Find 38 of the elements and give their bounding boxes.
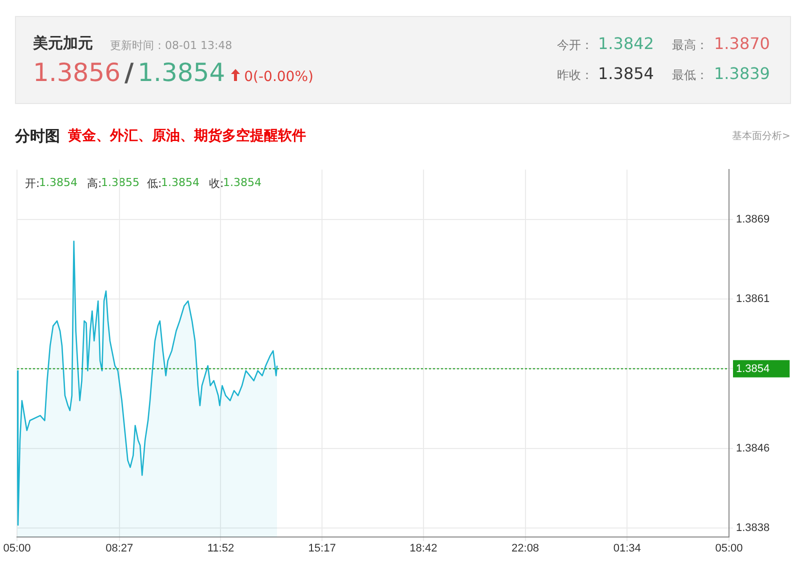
y-tick-label: 1.3869	[736, 213, 770, 226]
text: 1.3854	[598, 64, 654, 83]
text: 黄金、外汇、原油、期货多空提醒软件	[68, 127, 306, 145]
x-tick-label: 18:42	[410, 542, 438, 555]
annotation: 收:	[209, 176, 224, 191]
x-tick-label: 05:00	[3, 542, 31, 555]
text: 1.3839	[714, 64, 770, 83]
chart-subtitle: 更新时间：08-01 13:48	[110, 38, 232, 53]
x-tick-label: 08:27	[106, 542, 134, 555]
annotation: 1.3854	[39, 176, 78, 189]
annotation: 1.3854	[161, 176, 200, 189]
x-tick-label: 15:17	[308, 542, 336, 555]
text: 1.3870	[714, 34, 770, 53]
text: /	[124, 58, 134, 87]
y-tick-label: 1.3838	[736, 522, 770, 534]
y-tick-label: 1.3854	[736, 362, 770, 375]
x-tick-label: 11:52	[207, 542, 234, 555]
annotation: 高:	[87, 176, 102, 191]
text: 0(-0.00%)	[244, 69, 314, 85]
text: 昨收：	[557, 67, 593, 84]
text: 今开：	[557, 37, 593, 54]
x-tick-label: 05:00	[715, 542, 743, 555]
chart-title: 美元加元	[33, 34, 93, 53]
text: 1.3854	[138, 58, 226, 87]
text: 最高：	[672, 37, 708, 54]
x-tick-label: 01:34	[613, 542, 641, 555]
text: 基本面分析>	[732, 130, 790, 143]
annotation: 1.3855	[101, 176, 140, 189]
text: 最低：	[672, 67, 708, 84]
annotation: 低:	[147, 176, 162, 191]
annotation: 开:	[25, 176, 40, 191]
annotation: 1.3854	[223, 176, 262, 189]
x-tick-label: 22:08	[512, 542, 540, 555]
text: 1.3856	[33, 58, 120, 87]
y-tick-label: 1.3846	[736, 442, 770, 454]
text: 1.3842	[598, 34, 654, 53]
y-tick-label: 1.3861	[736, 293, 770, 306]
text: 分时图	[15, 127, 60, 146]
